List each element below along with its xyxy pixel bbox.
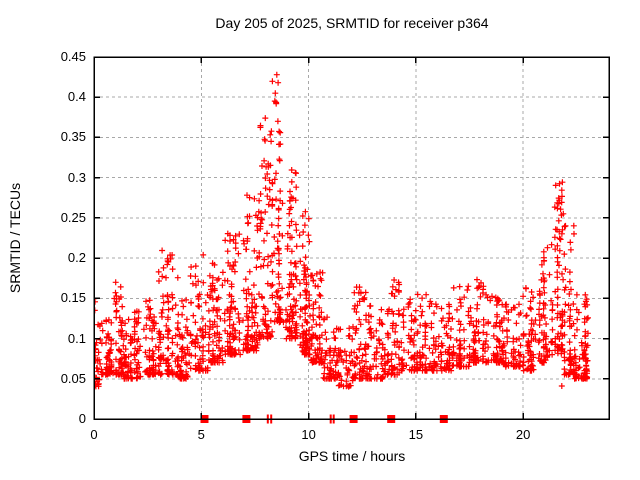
plot-frame: [93, 56, 610, 420]
x-tick-label: 20: [515, 427, 531, 442]
y-tick-label: 0.3: [67, 169, 86, 185]
x-tick-label: 5: [197, 427, 205, 442]
x-tick-label: 0: [90, 427, 98, 442]
y-tick-label: 0.05: [60, 370, 86, 386]
y-tick-label: 0.25: [60, 209, 86, 225]
y-tick-label: 0: [78, 411, 86, 426]
x-tick-label: 10: [301, 427, 316, 442]
y-axis-label: SRMTID / TECUs: [7, 182, 23, 294]
x-axis-label: GPS time / hours: [298, 448, 406, 464]
y-tick-label: 0.2: [67, 250, 86, 266]
axis-ticks: [93, 56, 609, 420]
y-tick-label: 0.4: [67, 89, 86, 105]
chart-title: Day 205 of 2025, SRMTID for receiver p36…: [215, 15, 489, 31]
y-tick-label: 0.15: [60, 290, 86, 306]
y-tick-label: 0.35: [60, 129, 86, 145]
scatter-points: [94, 71, 591, 390]
y-tick-label: 0.45: [60, 49, 86, 64]
y-tick-label: 0.1: [67, 330, 86, 346]
x-tick-label: 15: [408, 427, 424, 442]
